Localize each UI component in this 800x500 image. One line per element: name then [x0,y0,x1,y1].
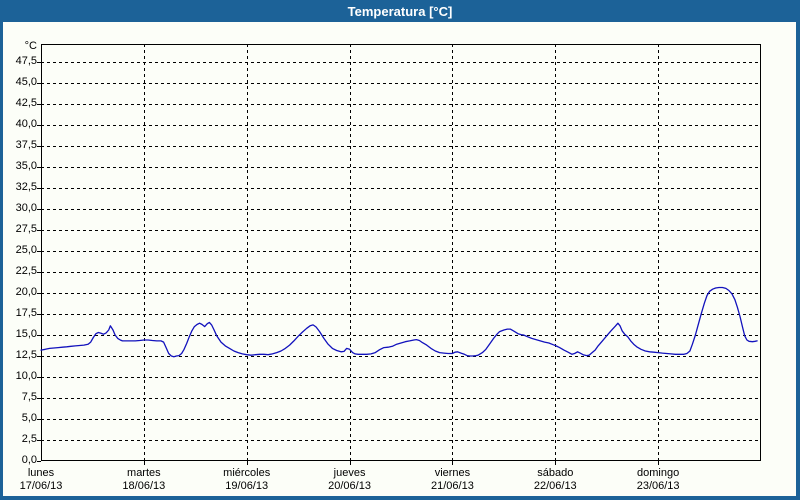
panel-titlebar: Temperatura [°C] [0,0,800,22]
chart-area [3,22,796,496]
panel-title: Temperatura [°C] [347,3,453,19]
